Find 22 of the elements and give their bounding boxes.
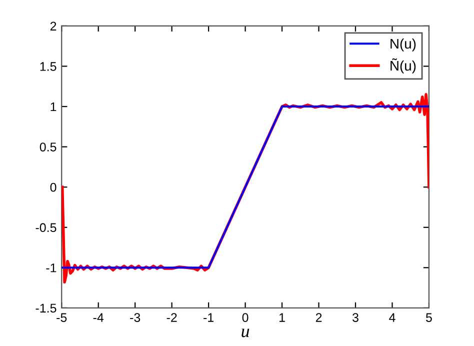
x-tick-label: -3 [130, 313, 140, 322]
x-tick-label: -4 [93, 313, 104, 322]
legend-label: N(u) [390, 38, 416, 52]
x-tick-label: 4 [389, 313, 396, 322]
y-tick-label: -0.5 [36, 223, 56, 232]
y-tick-label: 2 [50, 22, 56, 30]
x-tick-label: 2 [316, 313, 322, 322]
y-tick-label: 1 [50, 102, 56, 112]
y-tick-label: 0.5 [40, 142, 56, 152]
x-tick-label: -2 [166, 313, 177, 322]
y-tick-label: -1.5 [36, 304, 56, 313]
x-tick-label: -5 [56, 313, 67, 322]
y-tick-label: 1.5 [40, 62, 56, 71]
x-tick-label: 5 [426, 313, 432, 322]
x-tick-label: -1 [204, 313, 214, 322]
y-tick-label: -1 [46, 264, 56, 272]
x-tick-label: 0 [242, 313, 248, 322]
x-tick-label: 3 [352, 313, 358, 322]
legend-label: Ñ(u) [390, 58, 416, 74]
x-tick-label: 1 [280, 313, 285, 322]
x-axis-title: u [242, 328, 250, 338]
y-tick-label: 0 [50, 182, 56, 192]
